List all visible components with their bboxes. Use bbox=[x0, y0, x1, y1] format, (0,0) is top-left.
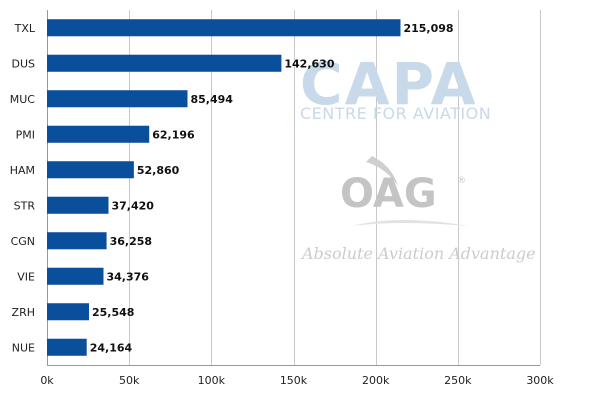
bar-str bbox=[47, 196, 109, 214]
data-labels: 215,098 142,630 85,494 62,196 52,860 37,420 36… bbox=[90, 22, 454, 355]
category-label-vie: VIE bbox=[17, 270, 35, 283]
bar-zrh bbox=[47, 303, 89, 321]
category-label-pmi: PMI bbox=[16, 128, 35, 141]
x-tick-label-50k: 50k bbox=[119, 374, 140, 387]
value-axis: 0k 50k 100k 150k 200k 250k 300k bbox=[40, 374, 554, 387]
category-label-str: STR bbox=[14, 199, 36, 212]
oag-underline-swoosh-icon bbox=[352, 220, 468, 226]
category-axis: TXL DUS MUC PMI HAM STR CGN VIE ZRH NUE bbox=[10, 22, 36, 355]
x-tick-label-150k: 150k bbox=[280, 374, 308, 387]
watermarks: CAPA CENTRE FOR AVIATION OAG ® Absolute … bbox=[300, 50, 536, 263]
category-label-muc: MUC bbox=[10, 93, 36, 106]
oag-swoosh-icon bbox=[366, 156, 398, 186]
bar-vie bbox=[47, 267, 104, 285]
data-label-nue: 24,164 bbox=[90, 341, 133, 354]
x-tick-label-100k: 100k bbox=[198, 374, 226, 387]
category-label-txl: TXL bbox=[14, 22, 36, 35]
category-label-ham: HAM bbox=[10, 164, 35, 177]
bar-cgn bbox=[47, 232, 107, 250]
bar-pmi bbox=[47, 125, 150, 143]
data-label-muc: 85,494 bbox=[190, 93, 233, 106]
category-label-dus: DUS bbox=[11, 57, 35, 70]
data-label-vie: 34,376 bbox=[106, 270, 149, 283]
category-label-zrh: ZRH bbox=[12, 306, 35, 319]
bar-txl bbox=[47, 19, 401, 37]
bars bbox=[47, 19, 401, 356]
x-tick-label-200k: 200k bbox=[362, 374, 390, 387]
data-label-str: 37,420 bbox=[111, 199, 154, 212]
data-label-zrh: 25,548 bbox=[92, 306, 134, 319]
data-label-dus: 142,630 bbox=[284, 57, 334, 70]
oag-registered-mark: ® bbox=[457, 176, 466, 186]
x-tick-label-300k: 300k bbox=[526, 374, 554, 387]
bar-ham bbox=[47, 161, 134, 179]
oag-watermark-tagline: Absolute Aviation Advantage bbox=[300, 244, 536, 263]
bar-nue bbox=[47, 338, 87, 356]
capa-watermark-logo: CAPA bbox=[300, 50, 478, 118]
data-label-pmi: 62,196 bbox=[152, 128, 195, 141]
data-label-txl: 215,098 bbox=[403, 22, 453, 35]
data-label-cgn: 36,258 bbox=[110, 235, 152, 248]
bar-muc bbox=[47, 90, 188, 108]
category-label-nue: NUE bbox=[12, 341, 35, 354]
x-tick-label-0k: 0k bbox=[40, 374, 54, 387]
bar-dus bbox=[47, 54, 282, 72]
x-tick-label-250k: 250k bbox=[444, 374, 472, 387]
capa-watermark-tagline: CENTRE FOR AVIATION bbox=[300, 104, 491, 123]
category-label-cgn: CGN bbox=[11, 235, 35, 248]
oag-watermark-logo: OAG bbox=[340, 171, 437, 217]
data-label-ham: 52,860 bbox=[137, 164, 180, 177]
